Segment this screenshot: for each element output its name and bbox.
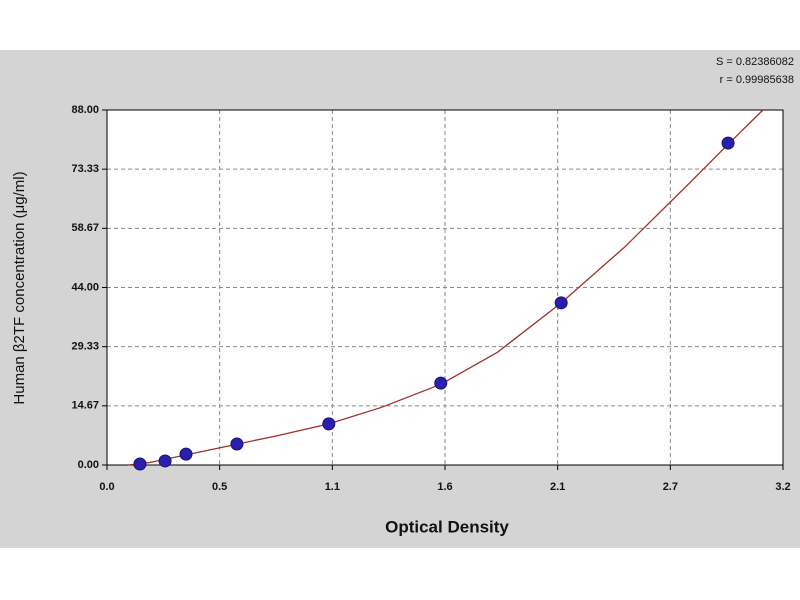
y-tick-label: 44.00	[71, 281, 99, 293]
y-tick-label: 73.33	[71, 163, 99, 175]
data-point	[158, 454, 172, 468]
y-tick-label: 58.67	[71, 222, 99, 234]
y-tick-label: 88.00	[71, 104, 99, 116]
y-tick-label: 0.00	[78, 459, 99, 471]
y-tick-label: 29.33	[71, 341, 99, 353]
x-tick-label: 2.1	[550, 481, 565, 493]
fit-curve	[128, 109, 764, 466]
data-point	[554, 296, 568, 310]
data-point	[133, 457, 147, 471]
x-tick-label: 1.6	[437, 481, 452, 493]
y-tick-label: 14.67	[71, 400, 99, 412]
x-axis-label: Optical Density	[385, 517, 509, 536]
data-point	[179, 447, 193, 461]
x-tick-label: 2.7	[663, 481, 678, 493]
x-tick-label: 0.0	[99, 481, 114, 493]
data-point	[721, 136, 735, 150]
x-tick-label: 3.2	[775, 481, 790, 493]
annotation: r = 0.99985638	[720, 74, 794, 86]
data-point	[434, 376, 448, 390]
data-point	[322, 417, 336, 431]
x-tick-label: 0.5	[212, 481, 227, 493]
x-tick-label: 1.1	[325, 481, 340, 493]
annotation: S = 0.82386082	[716, 56, 794, 68]
y-axis-label: Human β2TF concentration (μg/ml)	[11, 171, 28, 404]
plot-border	[106, 109, 784, 466]
data-point	[230, 437, 244, 451]
